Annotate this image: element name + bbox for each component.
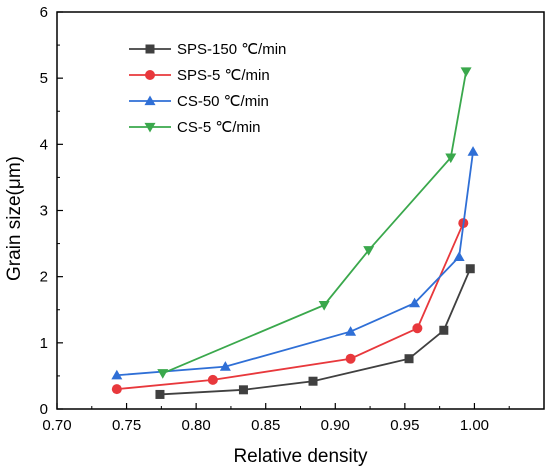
data-point	[318, 300, 330, 311]
legend-marker	[145, 70, 155, 80]
data-point	[238, 385, 248, 395]
series-1	[155, 264, 475, 399]
legend: SPS-150 ℃/min SPS-5 ℃/min CS-50 ℃/min CS-5 …	[129, 41, 286, 136]
y-tick-label: 2	[40, 269, 48, 286]
legend-label: SPS-5 ℃/min	[177, 67, 270, 84]
y-tick-label: 1	[40, 335, 48, 352]
plot-frame	[56, 11, 545, 410]
legend-label: SPS-150 ℃/min	[177, 41, 286, 58]
data-point	[467, 146, 479, 156]
series-line	[116, 151, 474, 377]
legend-label: CS-5 ℃/min	[177, 119, 261, 136]
x-tick-label: 0.90	[321, 417, 350, 434]
series-4	[157, 67, 472, 379]
legend-item: SPS-5 ℃/min	[129, 67, 270, 84]
data-series	[111, 67, 479, 399]
y-tick-label: 0	[40, 401, 48, 418]
legend-marker	[145, 44, 155, 54]
legend-marker	[144, 122, 156, 133]
legend-label: CS-50 ℃/min	[177, 93, 269, 110]
data-point	[404, 354, 414, 364]
legend-marker	[144, 95, 156, 106]
x-tick-label: 1.00	[460, 417, 489, 434]
x-tick-label: 0.95	[390, 417, 419, 434]
data-point	[207, 374, 218, 385]
x-axis-title: Relative density	[233, 446, 368, 467]
data-point	[439, 325, 449, 335]
series-line	[159, 268, 472, 396]
data-point	[155, 389, 165, 399]
data-point	[345, 353, 356, 364]
y-tick-label: 3	[40, 203, 48, 220]
data-point	[345, 326, 357, 336]
data-point	[363, 246, 375, 256]
data-point	[219, 361, 231, 371]
data-point	[412, 323, 423, 334]
data-point	[157, 369, 169, 379]
data-point	[460, 67, 472, 78]
data-point	[111, 384, 122, 395]
x-tick-label: 0.85	[251, 417, 280, 434]
y-tick-label: 4	[40, 136, 48, 153]
data-point	[308, 376, 318, 386]
legend-item: SPS-150 ℃/min	[129, 41, 286, 58]
series-2	[111, 218, 469, 395]
data-point	[445, 153, 457, 164]
axes: 0.70 0.75 0.80 0.85 0.90 0.95 1.00 0 1 2 3 4 5 6	[40, 4, 545, 434]
legend-item: CS-50 ℃/min	[129, 93, 269, 110]
data-point	[409, 297, 421, 308]
y-tick-label: 6	[40, 4, 48, 21]
data-point	[453, 251, 465, 261]
x-tick-label: 0.70	[42, 417, 71, 434]
x-tick-label: 0.75	[112, 417, 141, 434]
data-point	[465, 264, 475, 274]
y-tick-label: 5	[40, 70, 48, 87]
series-3	[111, 146, 479, 380]
x-tick-label: 0.80	[182, 417, 211, 434]
data-point	[111, 369, 123, 380]
legend-item: CS-5 ℃/min	[129, 119, 261, 136]
y-axis-title: Grain size(μm)	[4, 156, 25, 281]
